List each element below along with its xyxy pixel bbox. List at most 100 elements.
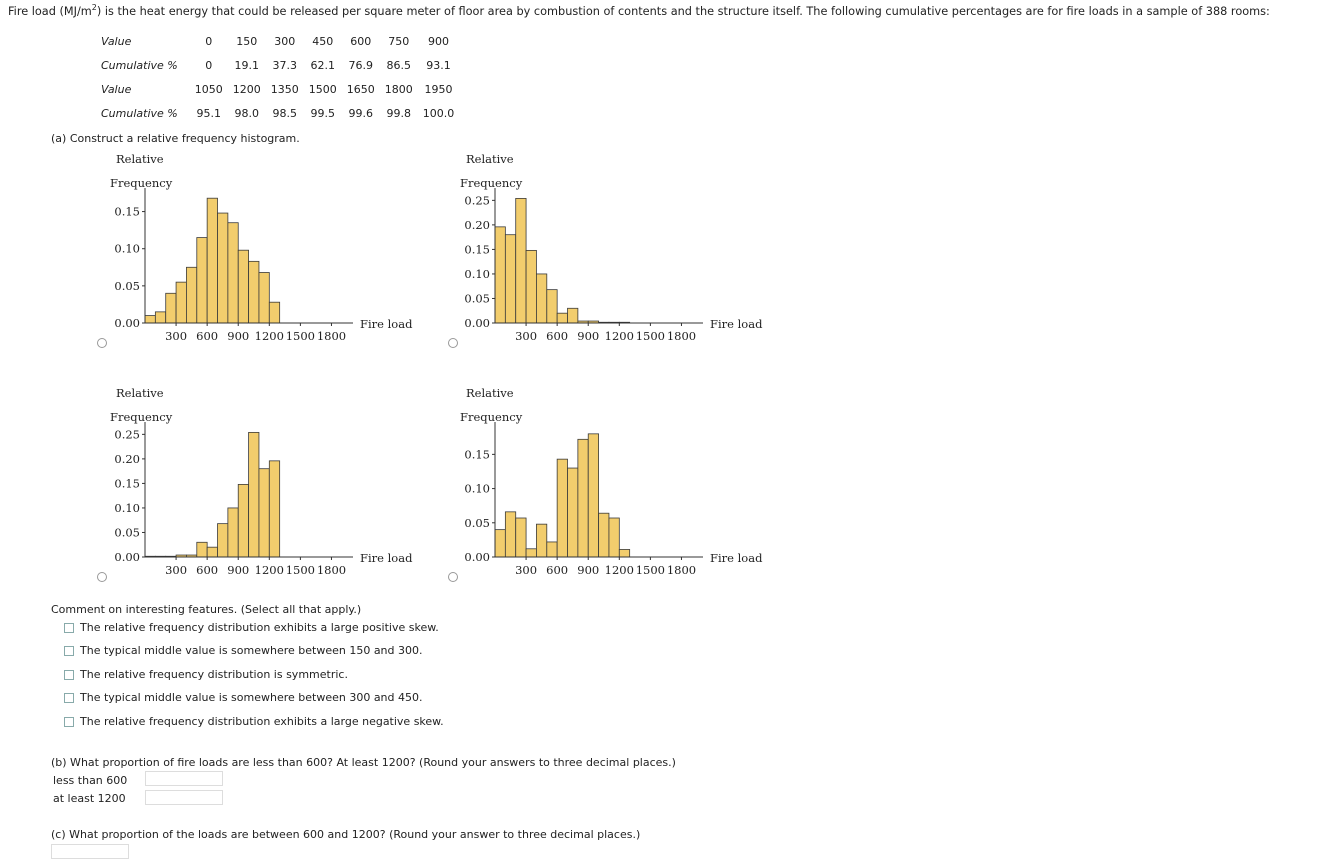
- histogram-bar: [504, 234, 517, 324]
- table-cell: 600: [350, 34, 372, 48]
- x-axis-title: Fire load: [360, 317, 413, 331]
- histogram-bar: [546, 289, 558, 324]
- histogram-option-1-radio[interactable]: [97, 338, 107, 348]
- histogram-option-3-radio[interactable]: [97, 572, 107, 582]
- histogram-bar: [227, 222, 239, 324]
- histogram-bar: [196, 541, 208, 558]
- y-axis-title-line1: Relative: [116, 386, 164, 400]
- y-tick-label: 0.00: [114, 316, 140, 330]
- y-tick-label: 0.05: [464, 291, 490, 305]
- histogram-bar: [525, 548, 537, 558]
- x-tick-label: 1200: [255, 563, 284, 577]
- comment-prompt: Comment on interesting features. (Select…: [51, 603, 362, 616]
- table-cell: 450: [312, 34, 334, 48]
- less-than-600-input[interactable]: [145, 771, 223, 786]
- checkbox[interactable]: [64, 622, 74, 633]
- checkbox[interactable]: [64, 716, 74, 727]
- histogram-bar: [144, 315, 156, 324]
- x-tick-label: 600: [546, 563, 568, 577]
- y-tick-label: 0.10: [114, 501, 140, 515]
- y-tick-label: 0.15: [114, 205, 140, 219]
- x-tick-label: 900: [577, 329, 599, 343]
- checkbox[interactable]: [64, 669, 74, 680]
- histogram-bar: [196, 237, 208, 324]
- x-tick-label: 300: [165, 329, 187, 343]
- x-tick-label: 1500: [286, 329, 315, 343]
- y-tick-label: 0.05: [114, 279, 140, 293]
- histogram-option-4-radio[interactable]: [448, 572, 458, 582]
- x-tick-label: 900: [227, 563, 249, 577]
- x-tick-label: 1500: [286, 563, 315, 577]
- table-cell: 750: [388, 34, 410, 48]
- histogram-bar: [556, 458, 568, 558]
- at-least-1200-input[interactable]: [145, 790, 223, 805]
- histogram-bar: [494, 226, 506, 324]
- table-cell: 900: [427, 34, 449, 48]
- table-cell: 300: [274, 34, 296, 48]
- checkbox[interactable]: [64, 692, 74, 703]
- comment-option-positive-skew[interactable]: The relative frequency distribution exhi…: [64, 621, 439, 634]
- y-axis-title-line2: Frequency: [110, 410, 173, 424]
- table-cell: 62.1: [310, 58, 335, 72]
- histogram-bar: [598, 512, 610, 558]
- y-tick-label: 0.25: [114, 427, 140, 441]
- x-tick-label: 600: [196, 329, 218, 343]
- histogram-bar: [494, 529, 506, 558]
- y-tick-label: 0.15: [464, 447, 490, 461]
- histogram-bar: [175, 281, 187, 324]
- x-tick-label: 300: [515, 563, 537, 577]
- y-tick-label: 0.05: [114, 525, 140, 539]
- y-tick-label: 0.00: [114, 550, 140, 564]
- histogram-bar: [515, 197, 527, 324]
- y-axis-title-line1: Relative: [116, 152, 164, 166]
- x-tick-label: 300: [165, 563, 187, 577]
- histogram-bar: [268, 301, 281, 324]
- histogram-bar: [248, 260, 260, 324]
- histogram-bar: [618, 549, 631, 558]
- y-tick-label: 0.00: [464, 550, 490, 564]
- intro-text: Fire load (MJ/m2) is the heat energy tha…: [8, 3, 1270, 18]
- x-tick-label: 1200: [605, 563, 634, 577]
- histogram-option-1: Relative Frequency 0.00 0.05 0.10 0.15 300 600 9…: [110, 152, 413, 343]
- table-cell: 150: [236, 34, 258, 48]
- y-tick-label: 0.10: [464, 482, 490, 496]
- table-cell: 0: [205, 58, 213, 72]
- part-c-prompt: (c) What proportion of the loads are bet…: [51, 828, 641, 841]
- y-tick-label: 0.15: [114, 476, 140, 490]
- table-cell: 37.3: [272, 58, 297, 72]
- x-tick-label: 1800: [667, 329, 696, 343]
- table-cell: 95.1: [196, 106, 221, 120]
- histogram-bar: [206, 197, 218, 324]
- between-600-1200-input[interactable]: [51, 844, 129, 859]
- part-a-prompt: (a) Construct a relative frequency histo…: [51, 132, 300, 145]
- comment-option-symmetric[interactable]: The relative frequency distribution is s…: [64, 668, 348, 681]
- comment-option-negative-skew[interactable]: The relative frequency distribution exhi…: [64, 715, 444, 728]
- x-tick-label: 1800: [667, 563, 696, 577]
- x-tick-label: 600: [546, 329, 568, 343]
- histogram-bar: [567, 307, 579, 324]
- comment-option-middle-150-300[interactable]: The typical middle value is somewhere be…: [64, 644, 423, 657]
- y-tick-label: 0.05: [464, 516, 490, 530]
- x-tick-label: 900: [577, 563, 599, 577]
- x-axis-title: Fire load: [710, 317, 763, 331]
- histogram-bar: [546, 541, 558, 558]
- y-axis-title-line2: Frequency: [460, 176, 523, 190]
- comment-option-middle-300-450[interactable]: The typical middle value is somewhere be…: [64, 691, 423, 704]
- histogram-option-2-radio[interactable]: [448, 338, 458, 348]
- table-cell: 1200: [232, 82, 261, 96]
- histogram-bar: [227, 507, 239, 558]
- histogram-plot: Relative Frequency 0.00 0.05 0.10 0.15 0.20 0.2…: [110, 386, 413, 577]
- x-tick-label: 1500: [636, 563, 665, 577]
- option-label: The relative frequency distribution is s…: [80, 668, 348, 681]
- table-cell: 1050: [194, 82, 223, 96]
- table-cell: 100.0: [422, 106, 455, 120]
- histogram-bar: [608, 517, 620, 558]
- option-label: The typical middle value is somewhere be…: [80, 644, 423, 657]
- table-row: Cumulative % 0 19.1 37.3 62.1 76.9 86.5 …: [95, 53, 459, 77]
- histogram-bar: [258, 468, 270, 558]
- y-tick-label: 0.10: [114, 242, 140, 256]
- histogram-bar: [217, 212, 229, 324]
- table-cell: 1950: [424, 82, 453, 96]
- checkbox[interactable]: [64, 645, 74, 656]
- histogram-bar: [567, 467, 579, 558]
